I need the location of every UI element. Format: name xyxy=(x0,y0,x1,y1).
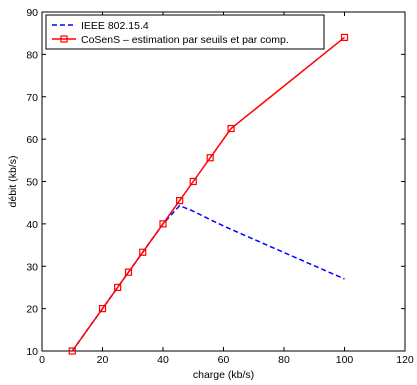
y-axis-ticks: 10 20 30 40 50 60 70 80 90 xyxy=(26,7,405,358)
data-point xyxy=(189,177,197,186)
series-layer xyxy=(68,33,349,355)
y-tick-label: 80 xyxy=(26,49,38,61)
x-tick-label: 80 xyxy=(278,354,290,366)
x-tick-label: 20 xyxy=(97,354,109,366)
y-axis-label: débit (kb/s) xyxy=(7,156,19,208)
x-axis-ticks: 0 20 40 60 80 100 120 xyxy=(39,12,414,366)
legend-label: IEEE 802.15.4 xyxy=(81,20,149,32)
y-tick-label: 10 xyxy=(26,346,38,358)
y-tick-label: 90 xyxy=(26,7,38,19)
y-tick-label: 40 xyxy=(26,219,38,231)
data-point xyxy=(124,268,133,276)
x-tick-label: 120 xyxy=(396,354,414,366)
x-tick-label: 60 xyxy=(218,354,230,366)
data-point xyxy=(98,305,107,313)
x-tick-label: 100 xyxy=(336,354,354,366)
y-tick-label: 60 xyxy=(26,134,38,146)
data-point xyxy=(227,124,235,133)
legend-box xyxy=(45,14,325,50)
data-point xyxy=(114,283,122,292)
x-tick-label: 40 xyxy=(157,354,169,366)
legend: IEEE 802.15.4 CoSenS – estimation par seu… xyxy=(45,14,325,50)
legend-label: CoSenS – estimation par seuils et par co… xyxy=(81,34,289,46)
data-point xyxy=(159,220,167,228)
y-tick-label: 50 xyxy=(26,177,38,189)
data-point xyxy=(176,196,184,205)
x-tick-label: 0 xyxy=(39,354,45,366)
data-point xyxy=(68,347,76,355)
data-point xyxy=(139,248,147,256)
y-tick-label: 70 xyxy=(26,92,38,104)
x-axis-label: charge (kb/s) xyxy=(193,369,254,381)
series-line-1 xyxy=(71,36,345,352)
legend-marker xyxy=(60,35,68,43)
data-point xyxy=(206,154,214,162)
plot-area xyxy=(41,11,406,352)
y-tick-label: 30 xyxy=(26,261,38,273)
data-point xyxy=(340,33,349,42)
y-tick-label: 20 xyxy=(26,304,38,316)
